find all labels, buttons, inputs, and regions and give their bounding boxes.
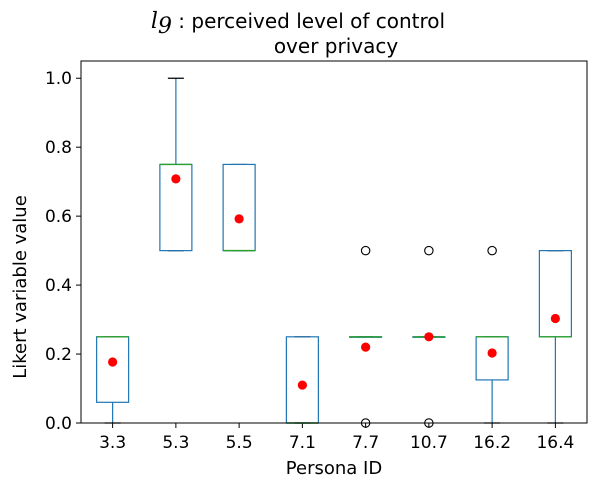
- y-tick-label: 0.6: [45, 207, 72, 227]
- box-iqr: [285, 336, 319, 424]
- mean-marker: [424, 332, 434, 342]
- y-axis-ticks: 0.0 0.2 0.4 0.6 0.8 1.0: [45, 69, 81, 434]
- chart-title-line1: l9 : perceived level of control: [151, 9, 445, 39]
- x-tick-label: 7.1: [289, 433, 316, 453]
- box-group: [412, 245, 446, 428]
- box-series: [96, 77, 572, 428]
- mean-marker: [108, 357, 118, 367]
- mean-marker: [361, 342, 371, 352]
- outlier-point: [360, 245, 371, 256]
- chart-title: l9 : perceived level of control over pri…: [151, 9, 445, 58]
- title-line1-text: : perceived level of control: [172, 9, 445, 33]
- mean-marker: [550, 313, 560, 324]
- y-tick-label: 1.0: [45, 69, 72, 89]
- mean-marker: [297, 380, 307, 390]
- x-axis-ticks: 3.3 5.3 5.5 7.1 7.7 10.7 16.2 16.4: [99, 423, 574, 453]
- box-iqr: [538, 250, 572, 338]
- y-tick-label: 0.0: [45, 414, 72, 434]
- box-group: [96, 336, 130, 424]
- x-axis-label: Persona ID: [286, 458, 382, 479]
- title-subscript: 9: [158, 14, 172, 39]
- chart-title-line2: over privacy: [274, 34, 399, 58]
- y-tick-label: 0.2: [45, 345, 72, 365]
- box-group: [475, 245, 509, 424]
- x-tick-label: 10.7: [410, 433, 448, 453]
- box-iqr: [222, 163, 256, 252]
- plot-frame: [80, 60, 588, 424]
- x-tick-label: 7.7: [352, 433, 379, 453]
- y-axis-label: Likert variable value: [10, 195, 31, 379]
- mean-marker: [234, 214, 244, 224]
- box-group: [222, 163, 256, 252]
- y-tick-label: 0.8: [45, 138, 72, 158]
- mean-marker: [171, 174, 181, 184]
- x-tick-label: 5.3: [162, 433, 189, 453]
- box-iqr: [96, 336, 130, 403]
- box-group: [538, 250, 572, 424]
- x-tick-label: 16.4: [536, 433, 574, 453]
- y-tick-label: 0.4: [45, 276, 72, 296]
- box-group: [159, 77, 193, 252]
- x-tick-label: 5.5: [226, 433, 253, 453]
- outlier-point: [487, 245, 497, 256]
- box-iqr: [475, 336, 509, 381]
- x-tick-label: 3.3: [99, 433, 126, 453]
- title-symbol: l: [151, 9, 158, 34]
- outlier-point: [424, 245, 434, 256]
- box-group: [285, 336, 319, 424]
- box-group: [349, 245, 383, 428]
- x-tick-label: 16.2: [473, 433, 511, 453]
- mean-marker: [487, 348, 497, 358]
